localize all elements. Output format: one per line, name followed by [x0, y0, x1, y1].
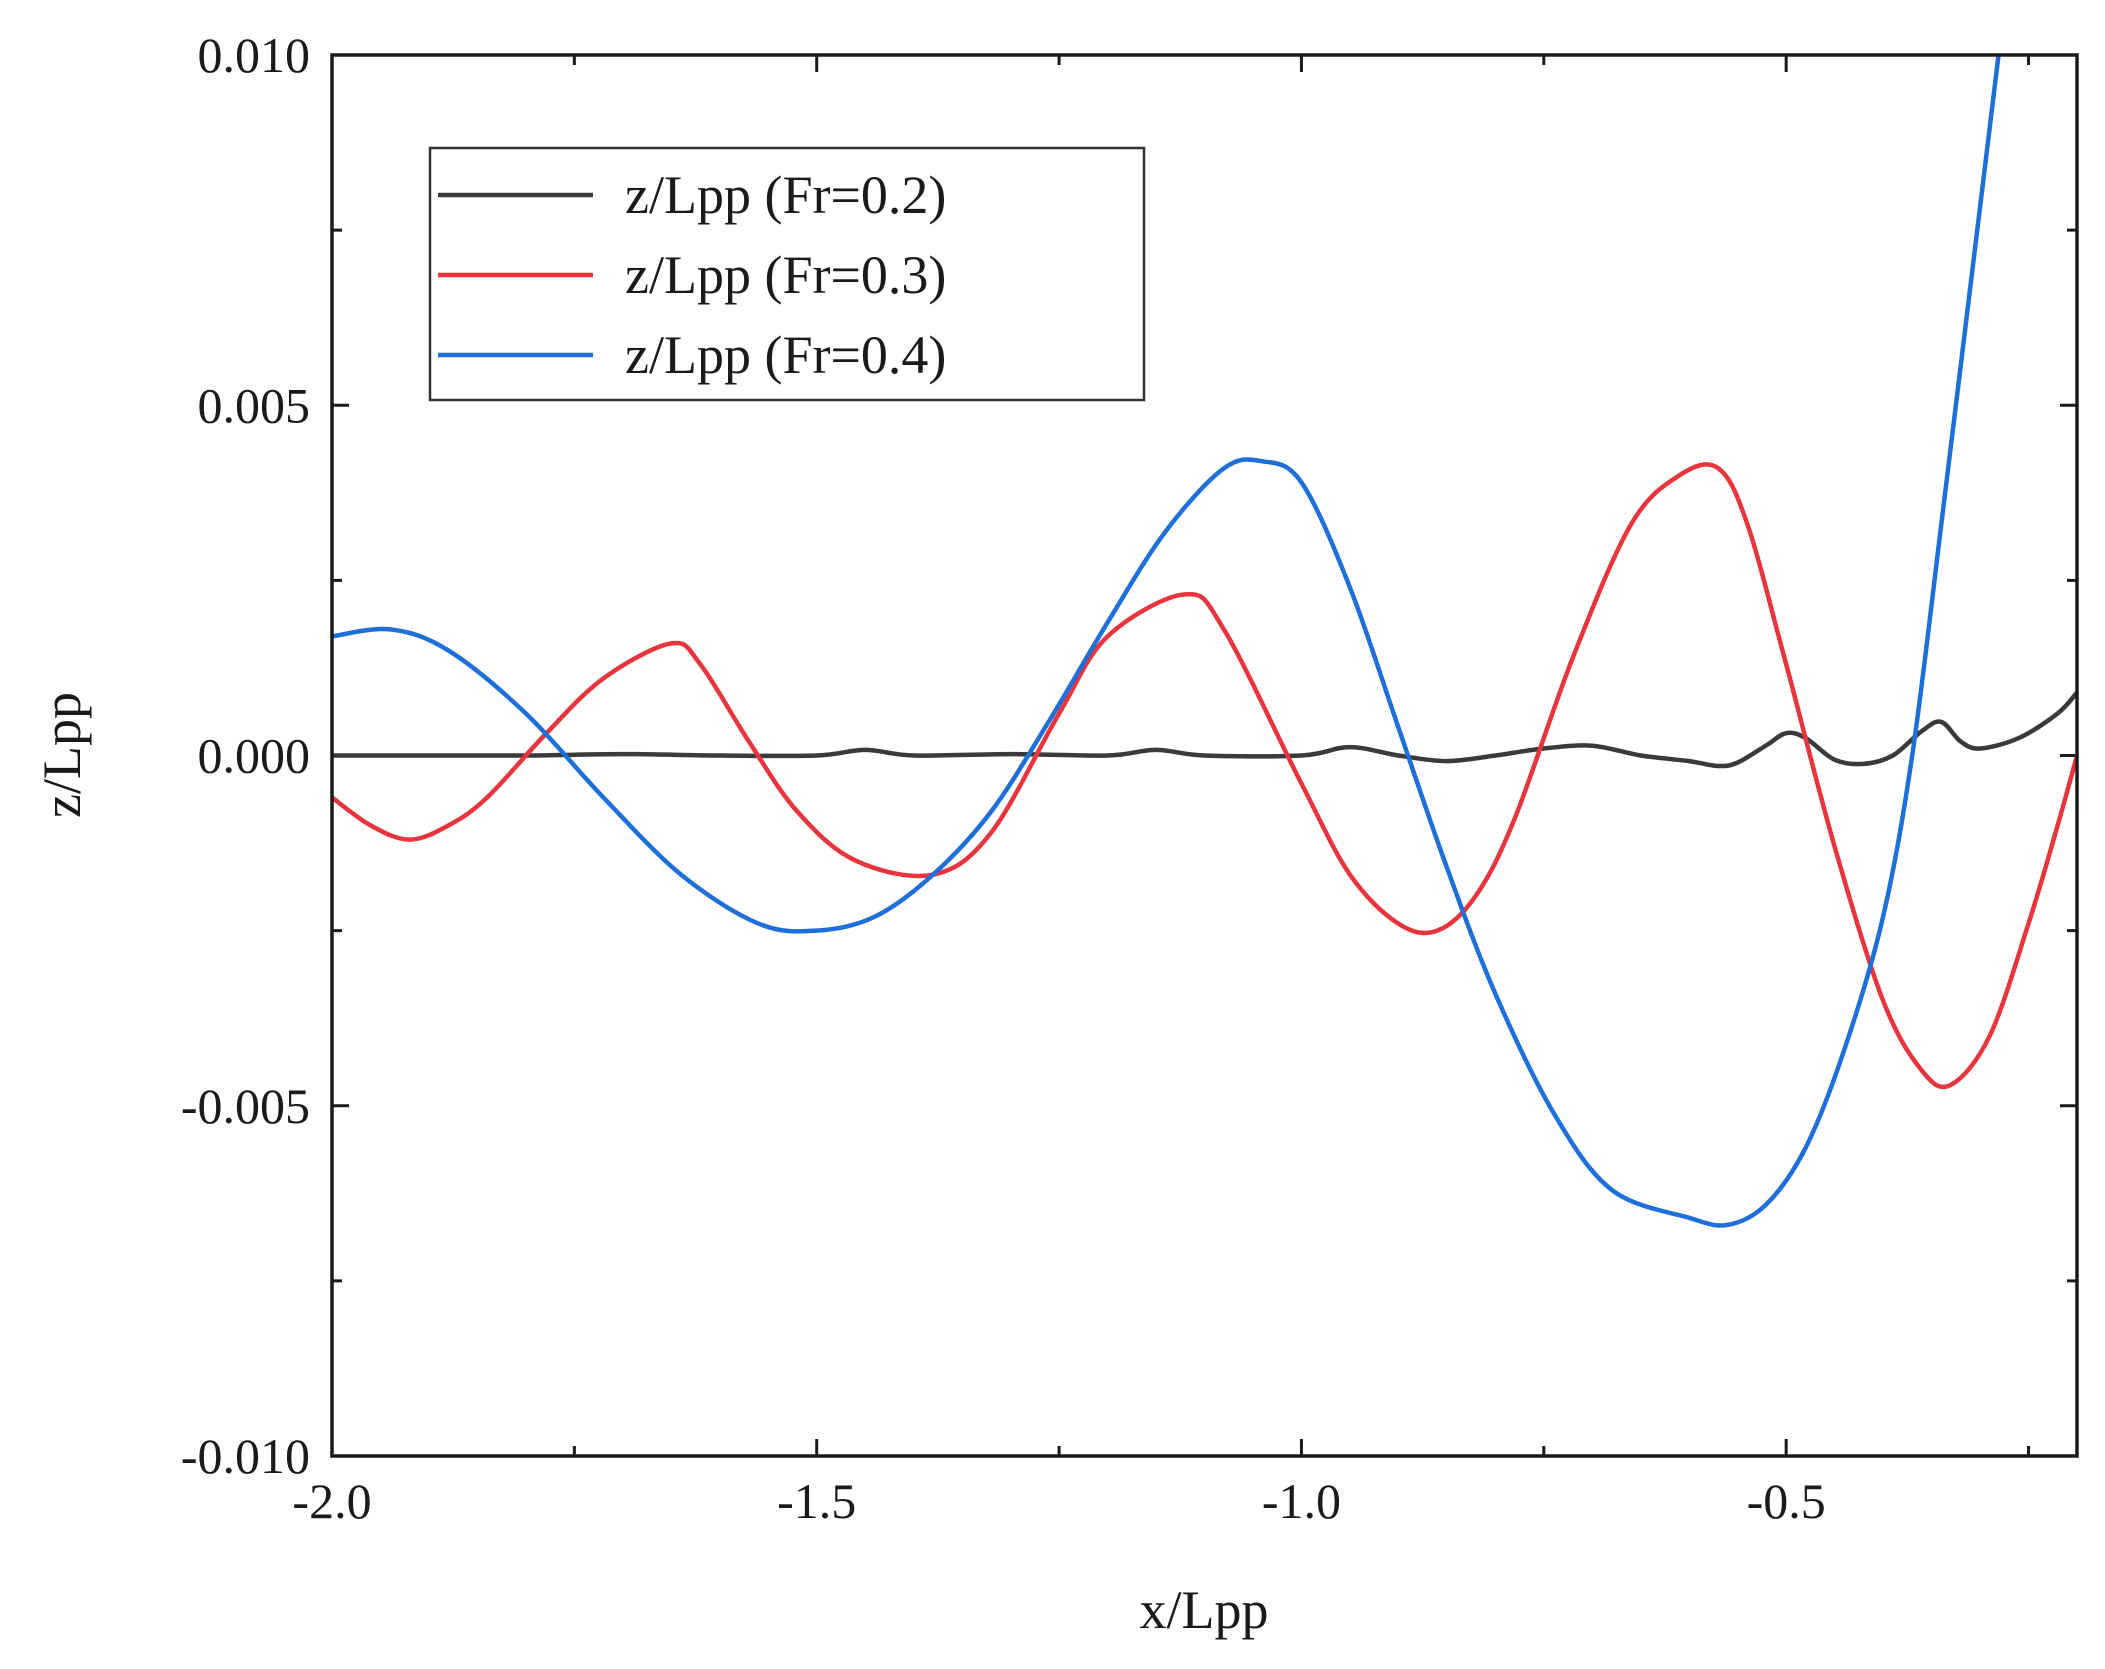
y-tick-label: -0.010 — [181, 1428, 310, 1484]
y-tick-label: 0.010 — [198, 27, 311, 83]
y-tick-label: 0.000 — [198, 728, 311, 784]
y-tick-label: 0.005 — [198, 377, 311, 433]
x-tick-label: -1.0 — [1262, 1473, 1341, 1529]
series-line-1 — [332, 690, 2077, 769]
x-axis-title: x/Lpp — [1140, 1580, 1269, 1640]
legend: z/Lpp (Fr=0.2) z/Lpp (Fr=0.3) z/Lpp (Fr=0.… — [428, 146, 1146, 402]
y-tick-label: -0.005 — [181, 1078, 310, 1134]
legend-label-3: z/Lpp (Fr=0.4) — [625, 325, 946, 385]
x-tick-label: -1.5 — [777, 1473, 856, 1529]
series-lines — [332, 55, 2077, 1228]
x-tick-label: -2.0 — [292, 1473, 371, 1529]
series-line-3 — [332, 55, 2001, 1228]
legend-label-1: z/Lpp (Fr=0.2) — [625, 165, 946, 225]
axis-tick-labels: -2.0 -1.5 -1.0 -0.5 0.010 0.005 0.000 -0.005 -0.… — [181, 27, 1826, 1529]
x-tick-label: -0.5 — [1747, 1473, 1826, 1529]
legend-label-2: z/Lpp (Fr=0.3) — [625, 245, 946, 305]
plot-frame — [330, 53, 2079, 1458]
y-axis-title: z/Lpp — [32, 692, 92, 818]
